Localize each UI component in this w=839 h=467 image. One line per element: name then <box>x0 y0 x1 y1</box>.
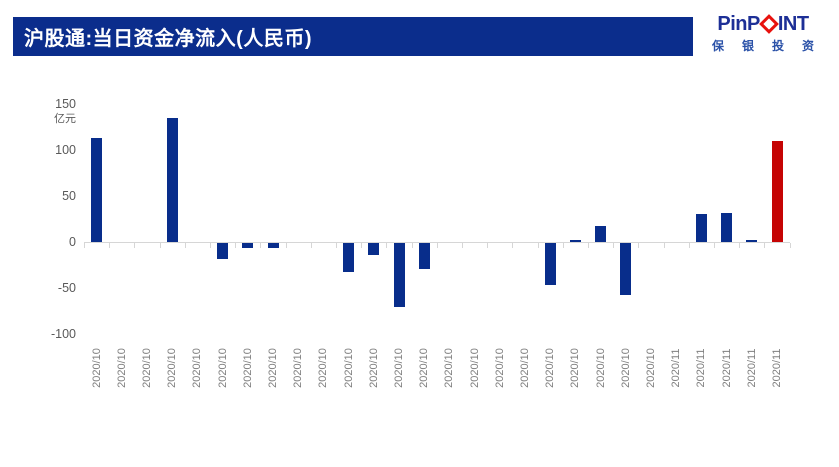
x-axis-category-label: 2020/10 <box>645 348 657 388</box>
x-axis-tick <box>562 243 564 248</box>
logo-wordmark: PinP INT <box>710 14 816 34</box>
bar <box>620 243 632 296</box>
y-axis-tick-label: 0 <box>69 235 76 249</box>
x-axis-tick <box>764 243 766 248</box>
x-axis-tick <box>184 243 186 248</box>
x-axis-tick <box>789 243 791 248</box>
logo-subtext-char: 投 <box>771 39 784 53</box>
y-axis-unit-label: 亿元 <box>54 113 76 125</box>
x-axis-tick <box>310 243 312 248</box>
x-axis-tick <box>613 243 615 248</box>
bar <box>242 243 254 248</box>
x-axis-tick <box>638 243 640 248</box>
bar <box>721 213 733 242</box>
logo-text-pre: PinP <box>717 13 760 35</box>
chart-title-bar: 沪股通:当日资金净流入(人民币) <box>13 17 693 56</box>
logo-subtext-char: 资 <box>801 39 814 53</box>
bar <box>393 243 405 308</box>
bar <box>595 226 607 242</box>
x-axis-tick <box>159 243 161 248</box>
x-axis-category-label: 2020/11 <box>670 348 683 388</box>
x-axis-tick <box>109 243 111 248</box>
x-axis-tick <box>436 243 438 248</box>
x-axis-tick <box>285 243 287 248</box>
bar <box>695 214 707 242</box>
x-axis-category-label: 2020/10 <box>367 348 380 388</box>
x-axis-category-label: 2020/10 <box>569 348 582 388</box>
y-axis-tick-label: 150 <box>55 97 76 111</box>
bar <box>217 243 229 259</box>
logo-subtext-char: 银 <box>741 39 754 53</box>
x-axis-category-label: 2020/10 <box>619 348 632 388</box>
bar-highlighted <box>771 140 783 242</box>
x-axis-tick <box>688 243 690 248</box>
y-axis-tick-label: 100 <box>55 143 76 157</box>
x-axis-category-label: 2020/10 <box>191 348 204 388</box>
x-axis-category-label: 2020/11 <box>771 348 783 388</box>
y-axis-tick-label: 50 <box>62 189 76 203</box>
x-axis-category-label: 2020/11 <box>695 348 708 388</box>
bar <box>569 240 581 242</box>
y-axis-tick-label: -100 <box>50 327 76 341</box>
x-axis-category-label: 2020/10 <box>544 348 557 388</box>
x-axis-tick <box>260 243 262 248</box>
bar <box>343 243 355 273</box>
logo-text-post: INT <box>777 13 809 35</box>
x-axis-category-label: 2020/10 <box>216 348 229 388</box>
x-axis-tick <box>361 243 363 248</box>
bar <box>746 240 758 242</box>
x-axis-tick <box>512 243 514 248</box>
x-axis-category-label: 2020/10 <box>519 348 531 388</box>
x-axis-tick <box>336 243 337 248</box>
x-axis-tick <box>386 243 388 248</box>
x-axis-category-label: 2020/10 <box>317 348 330 388</box>
x-axis-category-label: 2020/10 <box>468 348 481 388</box>
x-axis-category-label: 2020/10 <box>141 348 153 388</box>
x-axis-category-label: 2020/10 <box>241 348 254 388</box>
x-axis-category-label: 2020/10 <box>267 348 279 388</box>
x-axis-category-label: 2020/11 <box>720 348 733 388</box>
x-axis-category-label: 2020/10 <box>115 348 128 388</box>
chart-title: 沪股通:当日资金净流入(人民币) <box>24 28 312 50</box>
x-axis-category-label: 2020/10 <box>90 348 103 388</box>
x-axis-tick <box>84 243 85 248</box>
bar <box>544 243 556 286</box>
x-axis-tick <box>411 243 413 248</box>
x-axis-tick <box>487 243 489 248</box>
x-axis-tick <box>210 243 211 248</box>
x-axis-category-label: 2020/10 <box>342 348 355 388</box>
x-axis-category-label: 2020/10 <box>166 348 179 388</box>
x-axis-category-label: 2020/10 <box>292 348 305 388</box>
bar <box>166 117 178 242</box>
bar <box>91 138 103 242</box>
x-axis-tick <box>714 243 715 248</box>
x-axis-tick <box>235 243 237 248</box>
x-axis-category-label: 2020/10 <box>594 348 607 388</box>
logo-subtext-char: 保 <box>712 39 725 53</box>
x-axis-line <box>84 242 790 243</box>
x-axis-category-label: 2020/10 <box>393 348 405 388</box>
x-axis-category-label: 2020/10 <box>493 348 506 388</box>
logo-subtext: 保银投资 <box>710 37 816 54</box>
x-axis-tick <box>739 243 741 248</box>
x-axis-tick <box>462 243 463 248</box>
x-axis-tick <box>588 243 589 248</box>
bar <box>418 243 430 269</box>
bar <box>267 243 279 248</box>
x-axis-tick <box>663 243 665 248</box>
y-axis-tick-label: -50 <box>57 281 76 295</box>
pinpoint-logo: PinP INT 保 银 投 资 <box>710 14 816 54</box>
x-axis-tick <box>537 243 539 248</box>
x-axis-category-label: 2020/10 <box>418 348 431 388</box>
x-axis-category-label: 2020/10 <box>443 348 456 388</box>
bar <box>368 243 380 255</box>
x-axis-tick <box>134 243 136 248</box>
x-axis-category-label: 2020/11 <box>745 348 758 388</box>
